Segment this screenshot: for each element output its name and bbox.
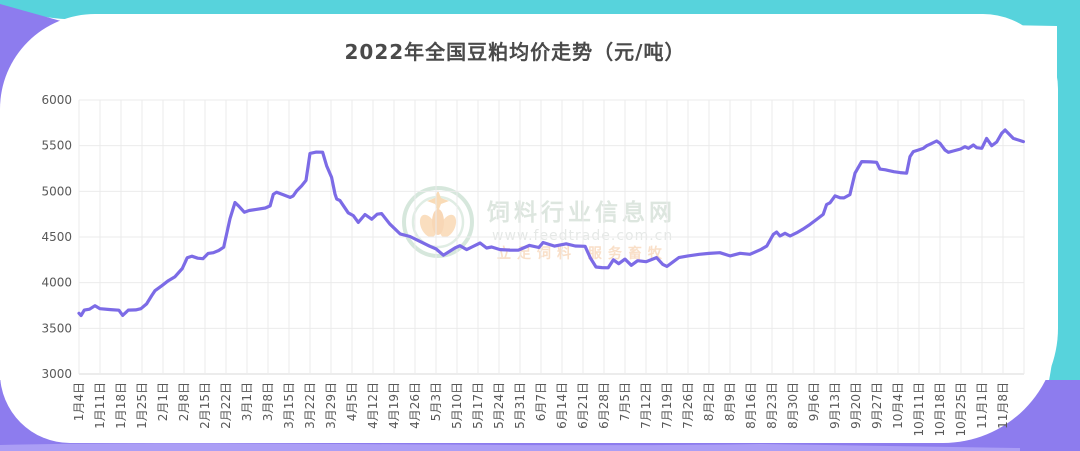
svg-text:5月24日: 5月24日 — [492, 382, 506, 429]
svg-text:3月29日: 3月29日 — [324, 382, 338, 429]
svg-text:9月6日: 9月6日 — [807, 382, 821, 421]
svg-text:8月2日: 8月2日 — [702, 382, 716, 421]
svg-text:1月11日: 1月11日 — [93, 382, 107, 429]
svg-text:6月7日: 6月7日 — [534, 382, 548, 421]
svg-text:10月11日: 10月11日 — [912, 382, 926, 437]
content-card — [0, 14, 1058, 443]
svg-text:8月16日: 8月16日 — [744, 382, 758, 429]
svg-text:2月22日: 2月22日 — [219, 382, 233, 429]
svg-text:4月5日: 4月5日 — [345, 382, 359, 421]
svg-text:8月30日: 8月30日 — [786, 382, 800, 429]
svg-text:4500: 4500 — [41, 230, 72, 244]
svg-text:5月10日: 5月10日 — [450, 382, 464, 429]
svg-text:10月4日: 10月4日 — [891, 382, 905, 429]
svg-text:10月25日: 10月25日 — [954, 382, 968, 437]
svg-text:5月31日: 5月31日 — [513, 382, 527, 429]
watermark-slogan: 立足饲料 服务畜牧 — [497, 245, 668, 262]
svg-text:11月8日: 11月8日 — [996, 382, 1010, 429]
x-axis-labels: 1月4日 1月11日 1月18日 1月25日 2月1日 2月8日 2月15日 2月22日 3月1… — [72, 382, 1010, 437]
watermark-url: www.feedtrade.com.cn — [492, 228, 673, 244]
svg-text:9月13日: 9月13日 — [828, 382, 842, 429]
svg-text:5月3日: 5月3日 — [429, 382, 443, 421]
svg-text:9月20日: 9月20日 — [849, 382, 863, 429]
svg-text:2月8日: 2月8日 — [177, 382, 191, 421]
y-axis-labels: 3000 3500 4000 4500 5000 5500 6000 — [41, 93, 72, 381]
svg-text:1月4日: 1月4日 — [72, 382, 86, 421]
svg-text:6月14日: 6月14日 — [555, 382, 569, 429]
x-gridlines — [78, 100, 1025, 374]
svg-text:1月18日: 1月18日 — [114, 382, 128, 429]
svg-text:3月22日: 3月22日 — [303, 382, 317, 429]
y-gridlines — [79, 99, 1024, 375]
svg-text:6月28日: 6月28日 — [597, 382, 611, 429]
svg-text:2月1日: 2月1日 — [156, 382, 170, 421]
svg-text:3月8日: 3月8日 — [261, 382, 275, 421]
svg-text:4000: 4000 — [41, 276, 72, 290]
svg-text:4月26日: 4月26日 — [408, 382, 422, 429]
svg-text:6000: 6000 — [41, 93, 72, 107]
watermark: 饲料行业信息网 www.feedtrade.com.cn 立足饲料 服务畜牧 — [402, 186, 676, 262]
purple-wave-light-strip — [0, 443, 1020, 451]
svg-text:2月15日: 2月15日 — [198, 382, 212, 429]
watermark-site-name: 饲料行业信息网 — [486, 199, 676, 226]
svg-text:8月23日: 8月23日 — [765, 382, 779, 429]
svg-text:7月19日: 7月19日 — [660, 382, 674, 429]
svg-text:7月5日: 7月5日 — [618, 382, 632, 421]
svg-text:4月12日: 4月12日 — [366, 382, 380, 429]
svg-text:9月27日: 9月27日 — [870, 382, 884, 429]
svg-text:3月1日: 3月1日 — [240, 382, 254, 421]
svg-text:3000: 3000 — [41, 367, 72, 381]
price-line-series — [77, 128, 1026, 318]
svg-text:3500: 3500 — [41, 321, 72, 335]
svg-text:5000: 5000 — [41, 184, 72, 198]
chart-title: 2022年全国豆粕均价走势（元/吨） — [344, 40, 686, 64]
svg-text:10月18日: 10月18日 — [933, 382, 947, 437]
svg-text:4月19日: 4月19日 — [387, 382, 401, 429]
watermark-logo-icon — [402, 186, 474, 258]
svg-text:11月1日: 11月1日 — [975, 382, 989, 429]
svg-text:5月17日: 5月17日 — [471, 382, 485, 429]
svg-text:3月15日: 3月15日 — [282, 382, 296, 429]
svg-text:7月12日: 7月12日 — [639, 382, 653, 429]
svg-text:6月21日: 6月21日 — [576, 382, 590, 429]
svg-text:1月25日: 1月25日 — [135, 382, 149, 429]
svg-text:7月26日: 7月26日 — [681, 382, 695, 429]
svg-text:8月9日: 8月9日 — [723, 382, 737, 421]
svg-text:5500: 5500 — [41, 139, 72, 153]
